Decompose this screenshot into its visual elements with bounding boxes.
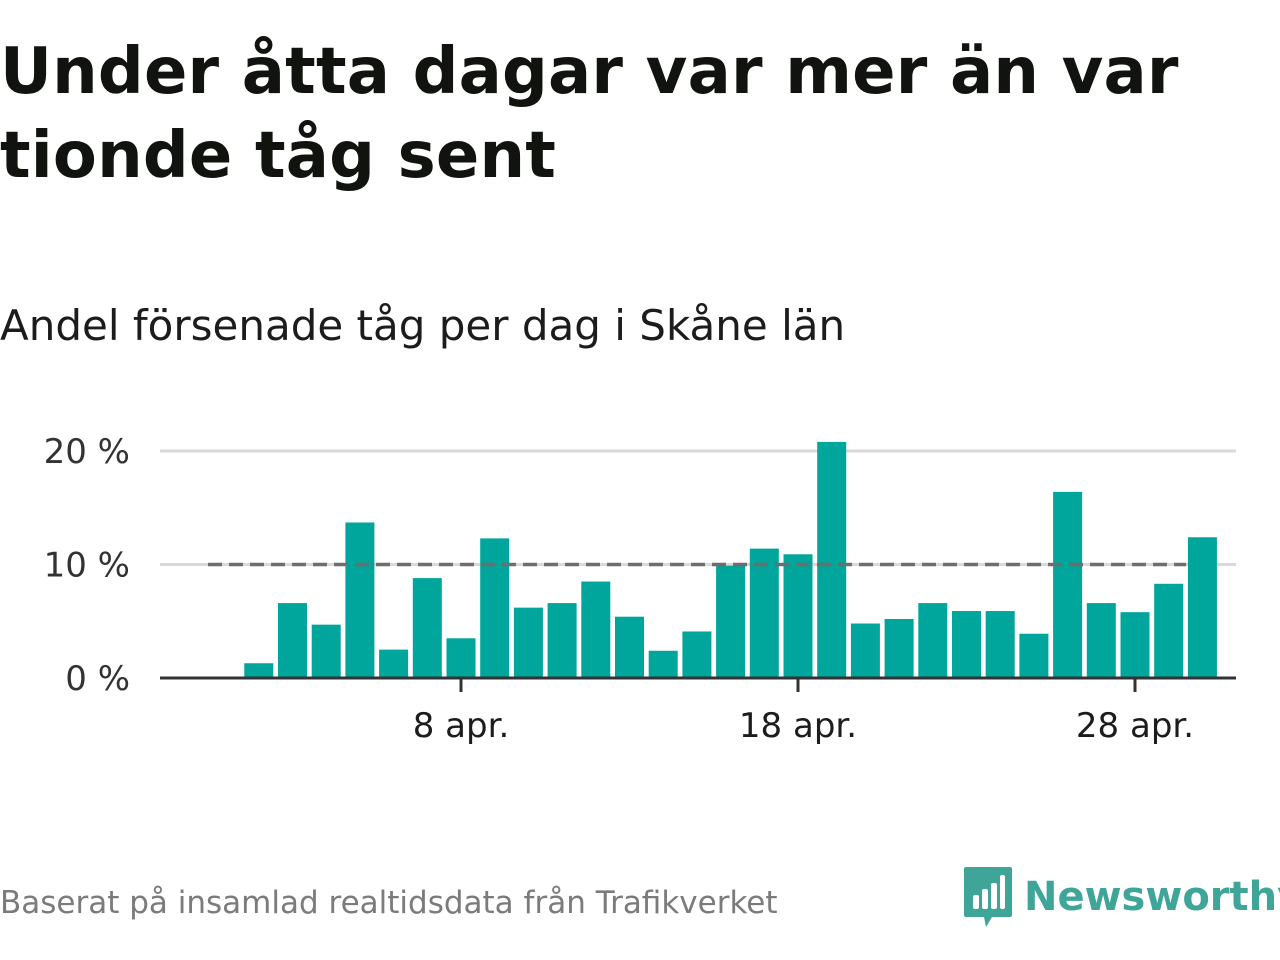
bar — [412, 578, 442, 678]
x-tick-label: 28 apr. — [1076, 706, 1194, 746]
bar — [1120, 612, 1150, 678]
x-tick-label: 18 apr. — [739, 706, 857, 746]
bar — [244, 663, 274, 678]
bar — [513, 607, 543, 678]
bars — [244, 441, 1217, 678]
bar — [648, 650, 678, 678]
x-tick-label: 8 apr. — [413, 706, 510, 746]
y-tick-label: 0 % — [65, 659, 130, 699]
bar — [446, 638, 476, 678]
bar — [1086, 603, 1116, 678]
bar — [581, 581, 611, 678]
source-note: Baserat på insamlad realtidsdata från Tr… — [0, 885, 778, 921]
x-axis-ticks: 8 apr. 18 apr. 28 apr. — [413, 678, 1194, 746]
brand-logo: Newsworthy — [962, 862, 1280, 932]
bar — [1019, 633, 1049, 678]
bar — [1187, 537, 1217, 678]
bar — [985, 611, 1015, 678]
bar — [480, 538, 510, 678]
y-tick-label: 10 % — [44, 546, 130, 586]
bar — [311, 624, 341, 678]
bar — [817, 441, 847, 678]
bar — [547, 603, 577, 678]
bar — [884, 618, 914, 678]
bar — [749, 548, 779, 678]
bar — [918, 603, 948, 678]
chart-subtitle: Andel försenade tåg per dag i Skåne län — [0, 301, 846, 350]
y-axis-ticks: 0 % 10 % 20 % — [44, 432, 130, 699]
bar — [345, 522, 375, 678]
newsworthy-logo-icon — [964, 867, 1012, 927]
bar — [952, 611, 981, 678]
brand-name: Newsworthy — [1024, 874, 1280, 920]
bar — [278, 603, 307, 678]
chart-title: Under åtta dagar var mer än var tionde t… — [0, 35, 1179, 193]
bar — [379, 649, 409, 678]
bar — [682, 631, 712, 678]
bar — [1154, 583, 1184, 678]
bar — [850, 623, 880, 678]
bar — [1053, 491, 1083, 678]
bar — [783, 554, 813, 678]
bar — [615, 616, 644, 678]
bar — [716, 565, 746, 678]
y-tick-label: 20 % — [44, 432, 130, 472]
